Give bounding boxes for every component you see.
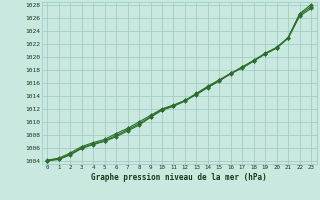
X-axis label: Graphe pression niveau de la mer (hPa): Graphe pression niveau de la mer (hPa)	[91, 173, 267, 182]
